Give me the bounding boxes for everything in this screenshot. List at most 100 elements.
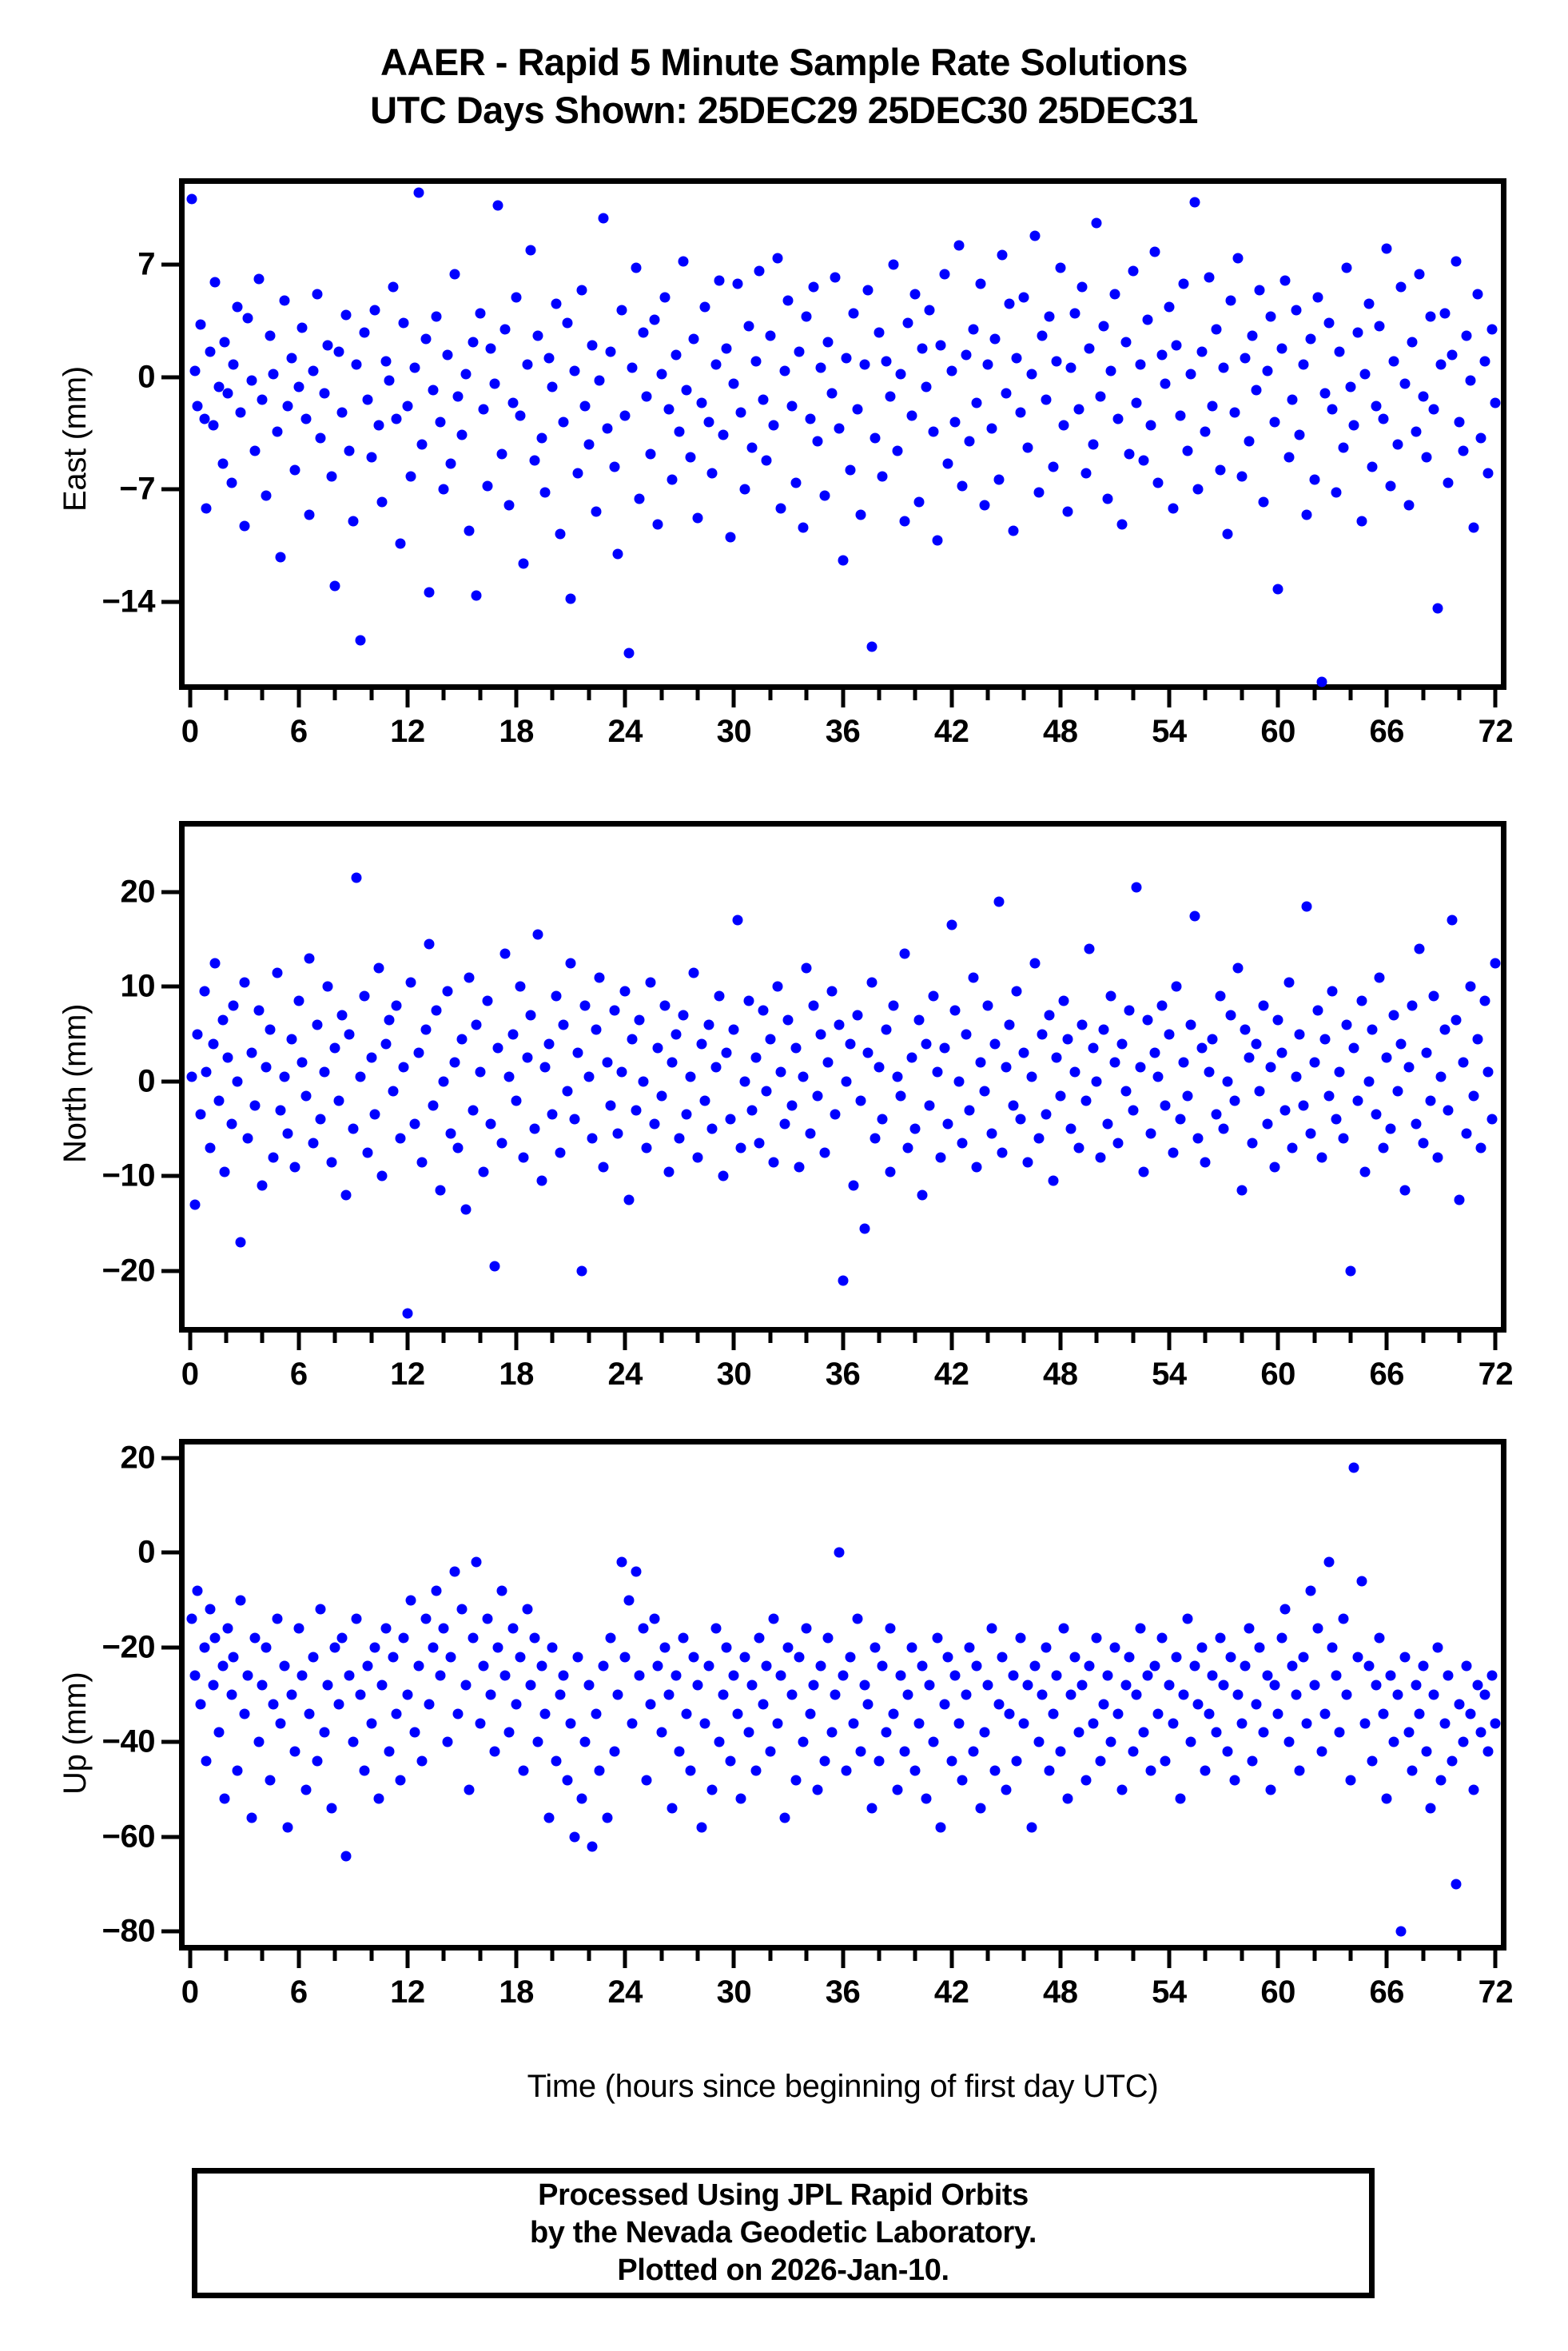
data-point [431, 1585, 442, 1596]
data-point [1283, 1736, 1295, 1747]
data-point [761, 1660, 772, 1672]
y-tick-label: 0 [137, 1534, 155, 1570]
data-point [1160, 1100, 1171, 1111]
data-point [1345, 381, 1356, 392]
data-point [572, 468, 583, 479]
data-point [1283, 977, 1295, 987]
y-tick-label: −14 [101, 584, 156, 620]
data-point [380, 1038, 392, 1049]
data-point [975, 1057, 986, 1068]
data-point [249, 1100, 261, 1111]
x-tick-label: 60 [1260, 714, 1295, 749]
data-point [928, 1736, 939, 1747]
data-point [1247, 330, 1258, 341]
data-point [725, 532, 736, 543]
data-point [885, 391, 895, 402]
data-point [355, 1689, 366, 1700]
y-tick [161, 1456, 179, 1460]
data-point [213, 1095, 225, 1106]
data-point [482, 995, 493, 1006]
data-point [656, 369, 667, 380]
data-point [798, 1071, 809, 1082]
data-point [208, 1038, 219, 1049]
data-point [1192, 484, 1204, 495]
data-point [772, 981, 783, 992]
y-tick [161, 984, 179, 989]
data-point [1363, 298, 1374, 309]
data-point [315, 432, 326, 444]
data-point [518, 1765, 529, 1776]
y-tick-label: −60 [101, 1819, 156, 1855]
data-point [1175, 410, 1186, 421]
data-point [638, 1623, 649, 1634]
data-point [1145, 1128, 1156, 1139]
y-tick-label: −10 [101, 1158, 156, 1193]
data-point [286, 1689, 297, 1700]
data-point [1479, 995, 1490, 1006]
data-point [1392, 1086, 1403, 1097]
data-point [1305, 1128, 1316, 1139]
data-point [1048, 1175, 1059, 1186]
data-point [1112, 1138, 1124, 1149]
data-point [790, 1775, 801, 1786]
data-point [743, 995, 754, 1006]
x-tick [1312, 1951, 1316, 1961]
data-point [1418, 391, 1429, 402]
data-point [1443, 1105, 1454, 1115]
data-point [475, 1066, 486, 1078]
data-point [638, 1076, 649, 1087]
data-point [685, 452, 696, 463]
data-point [812, 1784, 823, 1795]
data-point [913, 1718, 925, 1729]
data-point [746, 1105, 758, 1115]
data-point [1421, 1047, 1432, 1058]
data-point [1454, 416, 1465, 428]
data-point [815, 1660, 826, 1672]
data-point [1388, 356, 1399, 367]
data-point [1367, 1024, 1378, 1035]
x-tick-label: 0 [181, 1974, 199, 2010]
data-point [696, 397, 706, 408]
data-point [1018, 1047, 1029, 1058]
y-tick-label: −20 [101, 1629, 156, 1665]
data-point [376, 496, 388, 508]
data-point [678, 256, 689, 267]
data-point [798, 1736, 809, 1747]
data-point [253, 1005, 265, 1016]
data-point [616, 305, 627, 315]
data-point [1062, 506, 1073, 517]
data-point [939, 1042, 950, 1054]
data-point [1142, 1014, 1153, 1026]
data-point [772, 1718, 783, 1729]
data-point [1077, 281, 1088, 293]
data-point [522, 359, 533, 370]
data-point [435, 1185, 446, 1196]
data-point [671, 1670, 682, 1681]
data-point [1276, 343, 1287, 354]
x-tick [332, 1333, 337, 1343]
data-point [1168, 1718, 1178, 1729]
data-point [830, 272, 841, 283]
data-point [1428, 1689, 1439, 1700]
data-point [1388, 1010, 1399, 1021]
x-tick [1421, 690, 1426, 700]
data-point [1359, 1718, 1371, 1729]
data-point [1011, 353, 1022, 364]
data-point [805, 413, 816, 424]
data-point [380, 356, 392, 367]
data-point [232, 301, 243, 312]
x-tick [1094, 1333, 1099, 1343]
y-tick [161, 1929, 179, 1934]
data-point [1055, 1746, 1066, 1757]
x-tick [478, 1951, 483, 1961]
x-tick [1493, 690, 1498, 707]
data-point [1334, 1066, 1345, 1078]
x-tick-label: 6 [289, 714, 308, 749]
x-tick [1167, 1333, 1172, 1350]
data-point [1341, 262, 1352, 273]
data-point [1475, 1727, 1486, 1738]
data-point [895, 1090, 906, 1102]
data-point [605, 1100, 616, 1111]
data-point [946, 1755, 957, 1767]
data-point [1411, 426, 1421, 437]
